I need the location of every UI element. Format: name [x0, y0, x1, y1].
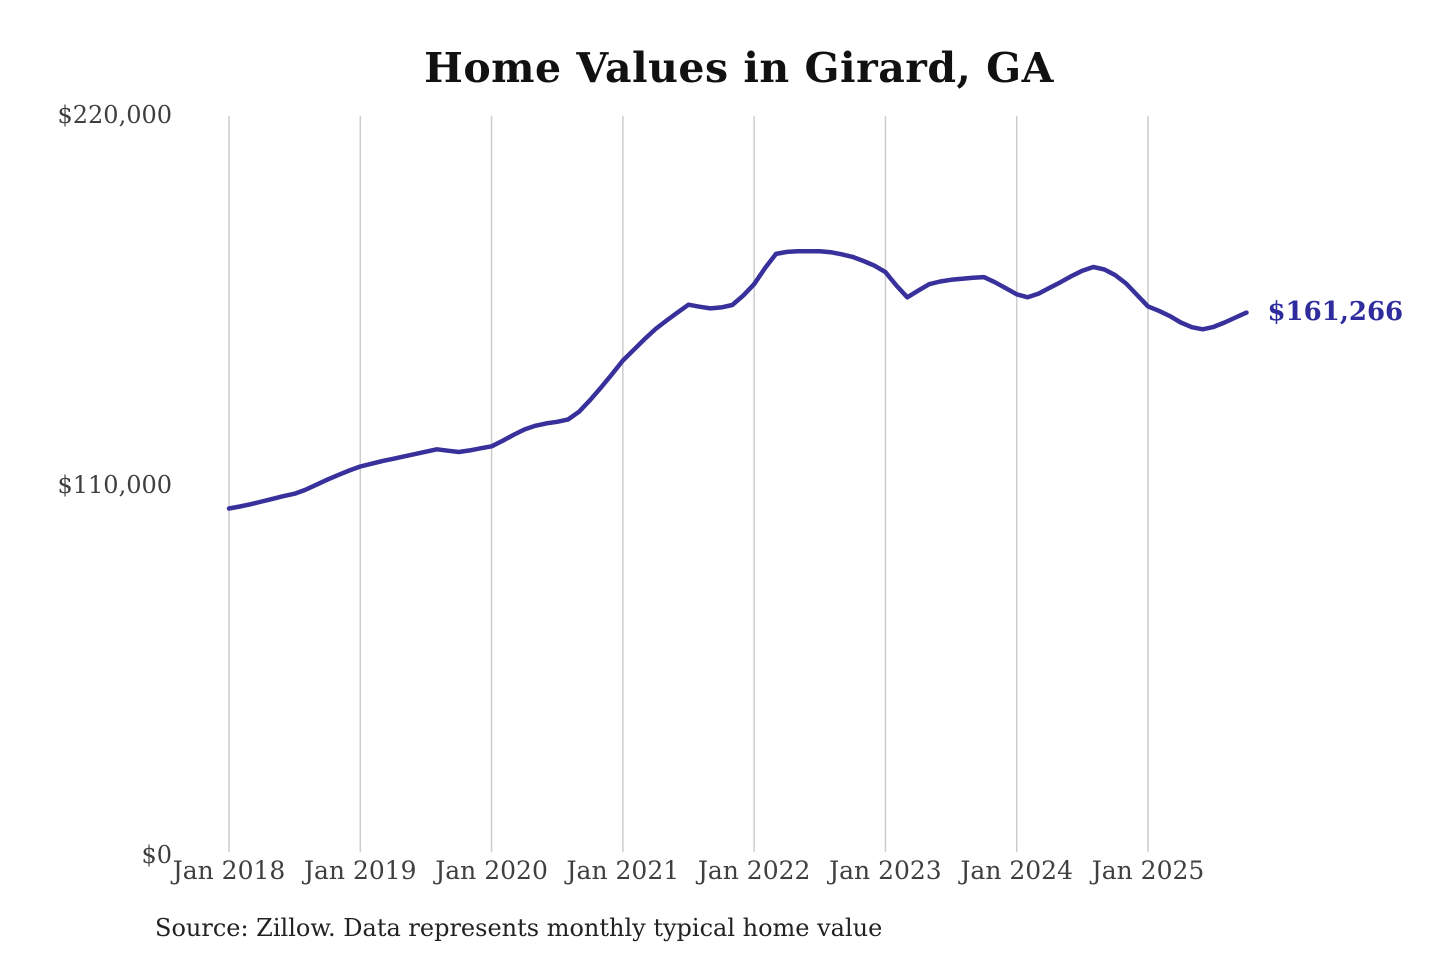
x-axis-label: Jan 2018 [172, 856, 286, 885]
x-axis-label: Jan 2022 [697, 856, 811, 885]
y-axis-label: $110,000 [57, 471, 172, 499]
x-axis-label: Jan 2025 [1091, 856, 1205, 885]
x-axis-label: Jan 2023 [829, 856, 942, 885]
x-axis-label: Jan 2021 [566, 856, 680, 885]
x-axis-label: Jan 2019 [303, 856, 417, 885]
current-value-label: $161,266 [1267, 296, 1404, 327]
chart-title: Home Values in Girard, GA [424, 44, 1054, 92]
x-axis-label: Jan 2020 [435, 856, 548, 885]
y-axis-label: $0 [141, 841, 172, 869]
y-axis-label: $220,000 [57, 101, 172, 129]
home-value-series-line [226, 248, 1249, 511]
source-note: Source: Zillow. Data represents monthly … [155, 914, 883, 942]
x-axis-label: Jan 2024 [960, 856, 1073, 885]
